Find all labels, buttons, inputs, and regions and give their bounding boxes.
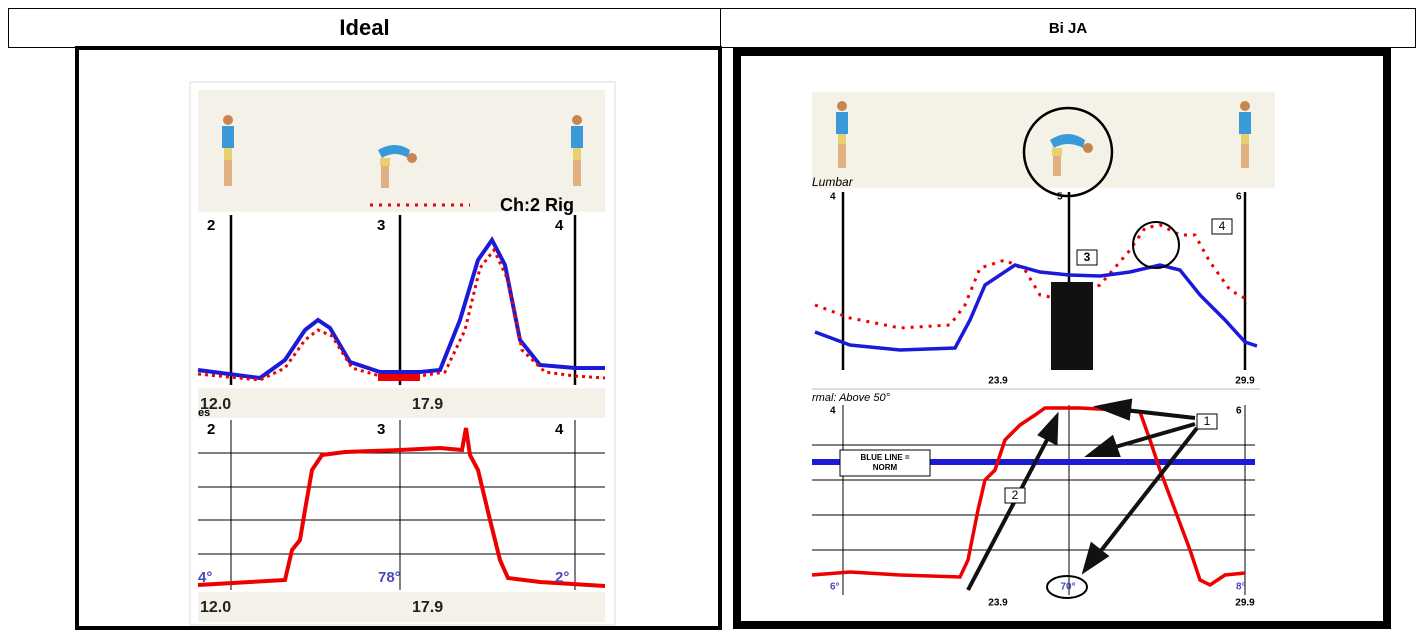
arrows: [966, 398, 1199, 591]
callout-box: [1211, 218, 1233, 235]
chart-label: rmal: Above 50°: [812, 392, 891, 404]
grid: [812, 405, 1255, 595]
legend-box: [839, 449, 931, 477]
black-block: [1051, 282, 1093, 370]
time: 17.9: [412, 599, 443, 616]
time-band: [198, 592, 605, 622]
chart-label: es: [198, 407, 210, 419]
marker: 4: [555, 421, 564, 438]
header-cell: Ideal: [9, 9, 721, 47]
time: 17.9: [412, 396, 443, 413]
marker: 4: [830, 406, 836, 417]
vertical-lines: [229, 215, 577, 385]
angle: 6°: [830, 582, 840, 593]
angle: 70°: [1060, 582, 1075, 593]
marker: 2: [207, 421, 215, 438]
red-mark: [378, 374, 420, 381]
red-curve: [811, 406, 1246, 588]
time: 12.0: [200, 396, 231, 413]
callout: 2: [1012, 488, 1019, 502]
legend-text: NORM: [873, 463, 898, 472]
marker: 6: [1236, 192, 1242, 203]
channel-label: Ch:2 Rig: [500, 195, 574, 215]
marker: 5: [1057, 192, 1063, 203]
angle: 78°: [378, 569, 401, 586]
time: 12.0: [200, 599, 231, 616]
blue-curve: [197, 236, 605, 381]
figures-icons: [836, 101, 1251, 176]
time-band: [198, 388, 605, 418]
marker: 3: [377, 217, 385, 234]
grid: [198, 420, 605, 590]
callout: 4: [1219, 219, 1226, 233]
angle: 8°: [1236, 582, 1246, 593]
callout-box: [1196, 413, 1218, 430]
figure-strip: [812, 92, 1275, 188]
marker: 2: [207, 217, 215, 234]
marker: 6: [1236, 406, 1242, 417]
red-dotted-curve: [197, 247, 606, 382]
marker: 4: [830, 192, 836, 203]
time: 23.9: [988, 376, 1008, 387]
callout: 1: [1204, 414, 1211, 428]
angle: 4°: [198, 569, 212, 586]
marker: 4: [555, 217, 564, 234]
callout: 3: [1084, 250, 1091, 264]
time: 23.9: [988, 598, 1008, 609]
header-cell: Bi JA: [1048, 19, 1088, 37]
angle: 2°: [555, 569, 569, 586]
callout-box: [1076, 249, 1098, 266]
highlight-circle: [1132, 221, 1180, 269]
blue-curve: [814, 263, 1258, 352]
red-curve: [197, 427, 606, 588]
time: 29.9: [1235, 376, 1255, 387]
highlight-circle: [1046, 575, 1088, 599]
chart-label: Lumbar: [812, 175, 854, 189]
legend-text: BLUE LINE =: [860, 453, 909, 462]
time: 29.9: [1235, 598, 1255, 609]
figures-icons: [222, 115, 583, 188]
callout-box: [1004, 487, 1026, 504]
marker: 3: [377, 421, 385, 438]
